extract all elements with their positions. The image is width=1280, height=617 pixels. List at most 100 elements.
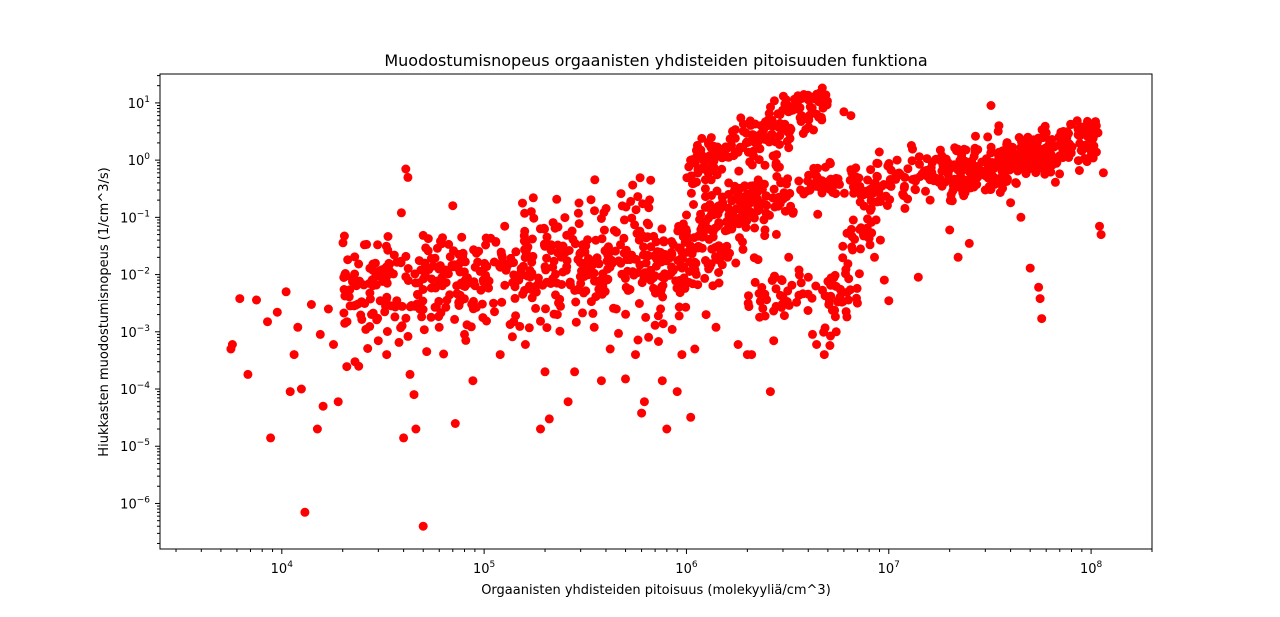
data-point bbox=[892, 155, 902, 165]
data-point bbox=[761, 191, 771, 201]
data-point bbox=[350, 252, 360, 262]
data-point bbox=[995, 188, 1005, 197]
data-point bbox=[968, 173, 978, 183]
data-point bbox=[877, 181, 887, 191]
data-point bbox=[738, 126, 748, 136]
data-point bbox=[406, 301, 416, 310]
data-point bbox=[764, 109, 774, 118]
data-point bbox=[518, 198, 527, 208]
data-point bbox=[925, 195, 935, 205]
data-point bbox=[765, 210, 774, 220]
data-point bbox=[762, 200, 772, 210]
data-point bbox=[758, 303, 768, 313]
data-point bbox=[818, 285, 827, 295]
data-point bbox=[272, 307, 282, 317]
data-point bbox=[1006, 198, 1016, 208]
data-point bbox=[747, 160, 757, 170]
data-point bbox=[367, 310, 376, 319]
data-point bbox=[354, 361, 364, 371]
data-point bbox=[411, 424, 421, 434]
data-point bbox=[509, 270, 519, 280]
data-point bbox=[1025, 141, 1035, 151]
data-point bbox=[540, 367, 550, 377]
data-point bbox=[576, 278, 586, 288]
data-point bbox=[414, 278, 424, 288]
data-point bbox=[571, 317, 581, 327]
data-point bbox=[872, 171, 882, 181]
data-point bbox=[637, 278, 647, 288]
data-point bbox=[945, 225, 955, 235]
data-point bbox=[586, 195, 596, 205]
data-point bbox=[574, 219, 584, 229]
data-point bbox=[365, 263, 375, 273]
data-point bbox=[553, 240, 563, 250]
data-point bbox=[481, 240, 491, 250]
data-point bbox=[436, 236, 445, 246]
data-point bbox=[788, 207, 798, 217]
data-point bbox=[381, 241, 391, 251]
data-point bbox=[855, 197, 865, 207]
data-point bbox=[1086, 151, 1096, 161]
data-point bbox=[375, 296, 385, 306]
data-point bbox=[674, 302, 684, 312]
data-point bbox=[824, 292, 834, 302]
data-point bbox=[726, 142, 736, 152]
data-point bbox=[734, 166, 744, 176]
y-tick-label: 10−2 bbox=[120, 267, 150, 284]
data-point bbox=[541, 265, 551, 275]
data-point bbox=[587, 260, 597, 270]
data-point bbox=[616, 240, 625, 250]
data-point bbox=[797, 111, 807, 121]
data-point bbox=[772, 150, 782, 160]
data-point bbox=[689, 200, 698, 209]
data-point bbox=[839, 107, 849, 117]
data-point bbox=[934, 177, 944, 187]
data-point bbox=[528, 193, 538, 203]
data-point bbox=[953, 252, 963, 262]
data-point bbox=[951, 176, 961, 186]
data-point bbox=[452, 281, 462, 291]
data-point bbox=[556, 301, 565, 311]
data-point bbox=[803, 176, 813, 186]
data-point bbox=[616, 258, 626, 268]
data-point bbox=[573, 208, 583, 218]
data-point bbox=[822, 100, 832, 110]
data-point bbox=[834, 295, 844, 305]
data-point bbox=[911, 185, 920, 195]
data-point bbox=[723, 252, 733, 262]
data-point bbox=[697, 133, 707, 143]
data-point bbox=[976, 165, 986, 175]
data-point bbox=[342, 362, 352, 372]
data-point bbox=[442, 295, 452, 305]
data-point bbox=[1002, 139, 1012, 149]
data-point bbox=[1022, 149, 1032, 159]
data-point bbox=[361, 324, 371, 334]
data-point bbox=[714, 278, 724, 288]
data-point bbox=[799, 189, 809, 199]
data-point bbox=[289, 350, 299, 360]
data-point bbox=[634, 299, 644, 308]
data-point bbox=[1019, 156, 1029, 166]
data-point bbox=[1083, 132, 1093, 142]
data-point bbox=[621, 309, 631, 319]
data-point bbox=[968, 167, 978, 176]
data-point bbox=[565, 280, 575, 290]
data-point bbox=[417, 312, 427, 322]
data-point bbox=[518, 289, 528, 299]
data-point bbox=[915, 159, 924, 169]
data-point bbox=[848, 215, 858, 225]
data-point bbox=[662, 424, 672, 434]
data-point bbox=[780, 206, 790, 216]
data-point bbox=[804, 111, 814, 120]
data-point bbox=[1041, 128, 1051, 138]
data-point bbox=[712, 203, 722, 213]
data-point bbox=[614, 328, 623, 338]
data-point bbox=[490, 307, 499, 317]
data-point bbox=[1098, 168, 1108, 178]
data-point bbox=[682, 210, 691, 220]
data-point bbox=[454, 301, 464, 310]
data-point bbox=[820, 323, 830, 333]
data-point bbox=[650, 320, 660, 330]
data-point bbox=[732, 204, 741, 214]
data-point bbox=[921, 186, 930, 196]
